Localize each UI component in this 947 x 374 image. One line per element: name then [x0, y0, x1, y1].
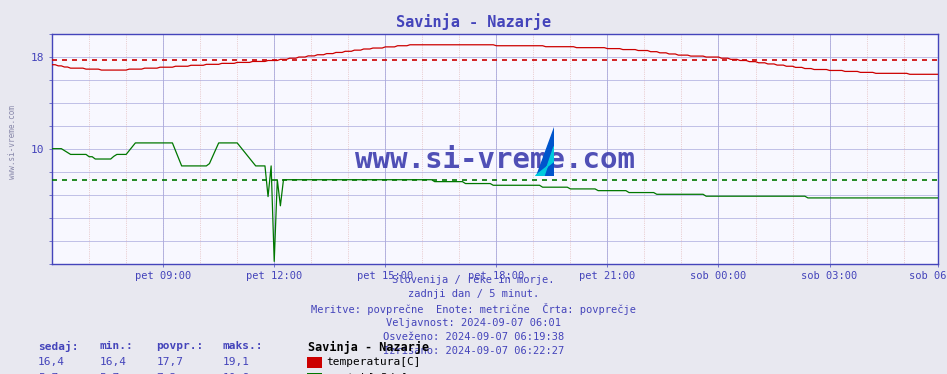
Text: 19,1: 19,1: [223, 357, 250, 367]
Text: Osveženo: 2024-09-07 06:19:38: Osveženo: 2024-09-07 06:19:38: [383, 332, 564, 342]
Text: temperatura[C]: temperatura[C]: [327, 357, 421, 367]
Text: 7,3: 7,3: [156, 373, 176, 374]
Text: min.:: min.:: [99, 341, 134, 351]
Text: 17,7: 17,7: [156, 357, 184, 367]
Polygon shape: [536, 147, 554, 176]
Text: 5,7: 5,7: [38, 373, 58, 374]
Text: maks.:: maks.:: [223, 341, 263, 351]
Text: www.si-vreme.com: www.si-vreme.com: [355, 146, 634, 174]
Text: Veljavnost: 2024-09-07 06:01: Veljavnost: 2024-09-07 06:01: [386, 318, 561, 328]
Text: Savinja - Nazarje: Savinja - Nazarje: [396, 13, 551, 30]
Text: sedaj:: sedaj:: [38, 341, 79, 352]
Text: 16,4: 16,4: [38, 357, 65, 367]
Text: Izrisano: 2024-09-07 06:22:27: Izrisano: 2024-09-07 06:22:27: [383, 346, 564, 356]
Text: zadnji dan / 5 minut.: zadnji dan / 5 minut.: [408, 289, 539, 299]
Text: pretok[m3/s]: pretok[m3/s]: [327, 373, 408, 374]
Text: Slovenija / reke in morje.: Slovenija / reke in morje.: [392, 275, 555, 285]
Text: 10,6: 10,6: [223, 373, 250, 374]
Text: Meritve: povprečne  Enote: metrične  Črta: povprečje: Meritve: povprečne Enote: metrične Črta:…: [311, 303, 636, 315]
Polygon shape: [536, 127, 554, 176]
Text: www.si-vreme.com: www.si-vreme.com: [8, 105, 17, 179]
Text: Savinja - Nazarje: Savinja - Nazarje: [308, 341, 429, 354]
Text: 5,7: 5,7: [99, 373, 119, 374]
Text: povpr.:: povpr.:: [156, 341, 204, 351]
Text: 16,4: 16,4: [99, 357, 127, 367]
